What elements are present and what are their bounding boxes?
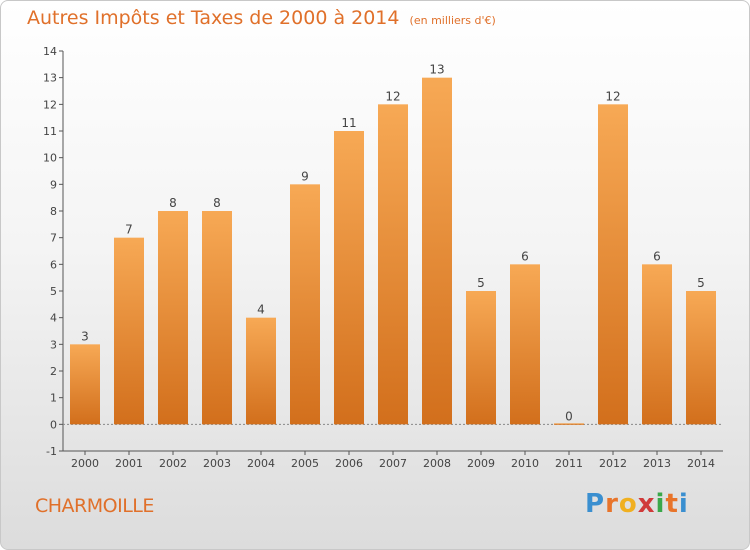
chart-title: Autres Impôts et Taxes de 2000 à 2014 (e… (27, 7, 496, 29)
bar (114, 237, 144, 425)
x-tick-label: 2010 (511, 457, 539, 470)
y-tick-label: 5 (50, 285, 57, 298)
bar (334, 131, 364, 425)
bar-value-label: 5 (697, 276, 705, 290)
bar-value-label: 9 (301, 169, 309, 183)
bar (510, 264, 540, 425)
y-tick-label: 0 (50, 418, 57, 431)
logo-letter: t (665, 489, 679, 519)
y-tick-label: 8 (50, 205, 57, 218)
bar-value-label: 6 (521, 249, 529, 263)
x-tick-label: 2006 (335, 457, 363, 470)
logo-letter: x (637, 489, 656, 519)
bar-value-label: 12 (385, 89, 400, 103)
bar-value-label: 7 (125, 223, 133, 237)
bar (422, 77, 452, 425)
x-tick-label: 2011 (555, 457, 583, 470)
x-tick-label: 2008 (423, 457, 451, 470)
bar (686, 291, 716, 425)
x-tick-label: 2014 (687, 457, 715, 470)
y-tick-label: 4 (50, 312, 57, 325)
logo-letter: o (618, 489, 638, 519)
bar-value-label: 12 (605, 89, 620, 103)
bar (158, 211, 188, 425)
bar-value-label: 4 (257, 303, 265, 317)
bar (598, 104, 628, 425)
x-tick-label: 2009 (467, 457, 495, 470)
y-tick-label: 12 (43, 98, 57, 111)
commune-name: CHARMOILLE (35, 495, 154, 517)
chart-unit: (en milliers d'€) (409, 14, 496, 27)
y-tick-label: 10 (43, 152, 57, 165)
y-tick-label: 3 (50, 338, 57, 351)
bar (246, 317, 276, 425)
y-tick-label: 7 (50, 232, 57, 245)
bar-value-label: 3 (81, 329, 89, 343)
logo-letter: r (605, 489, 619, 519)
logo-letter: P (585, 489, 606, 519)
bar-value-label: 0 (565, 409, 573, 423)
bar-value-label: 6 (653, 249, 661, 263)
y-tick-label: 6 (50, 258, 57, 271)
y-tick-label: 13 (43, 72, 57, 85)
y-tick-label: 11 (43, 125, 57, 138)
x-tick-label: 2013 (643, 457, 671, 470)
y-tick-label: 9 (50, 178, 57, 191)
bar-value-label: 11 (341, 116, 356, 130)
bar-value-label: 8 (213, 196, 221, 210)
bar (554, 423, 584, 425)
bar-value-label: 8 (169, 196, 177, 210)
bar-value-label: 5 (477, 276, 485, 290)
x-tick-label: 2001 (115, 457, 143, 470)
x-tick-label: 2005 (291, 457, 319, 470)
x-tick-label: 2000 (71, 457, 99, 470)
bar (466, 291, 496, 425)
bar (378, 104, 408, 425)
bar-value-label: 13 (429, 63, 444, 77)
y-tick-label: -1 (46, 445, 57, 458)
logo-letter: i (678, 489, 689, 519)
chart-title-text: Autres Impôts et Taxes de 2000 à 2014 (27, 7, 400, 29)
bar (642, 264, 672, 425)
x-tick-label: 2004 (247, 457, 275, 470)
proxiti-logo[interactable]: Proxiti (585, 489, 689, 519)
y-tick-label: 14 (43, 45, 57, 58)
bar (290, 184, 320, 425)
y-tick-label: 1 (50, 392, 57, 405)
bar (202, 211, 232, 425)
bar (70, 344, 100, 425)
x-tick-label: 2002 (159, 457, 187, 470)
x-tick-label: 2012 (599, 457, 627, 470)
x-tick-label: 2007 (379, 457, 407, 470)
y-tick-label: 2 (50, 365, 57, 378)
logo-letter: i (655, 489, 666, 519)
x-tick-label: 2003 (203, 457, 231, 470)
